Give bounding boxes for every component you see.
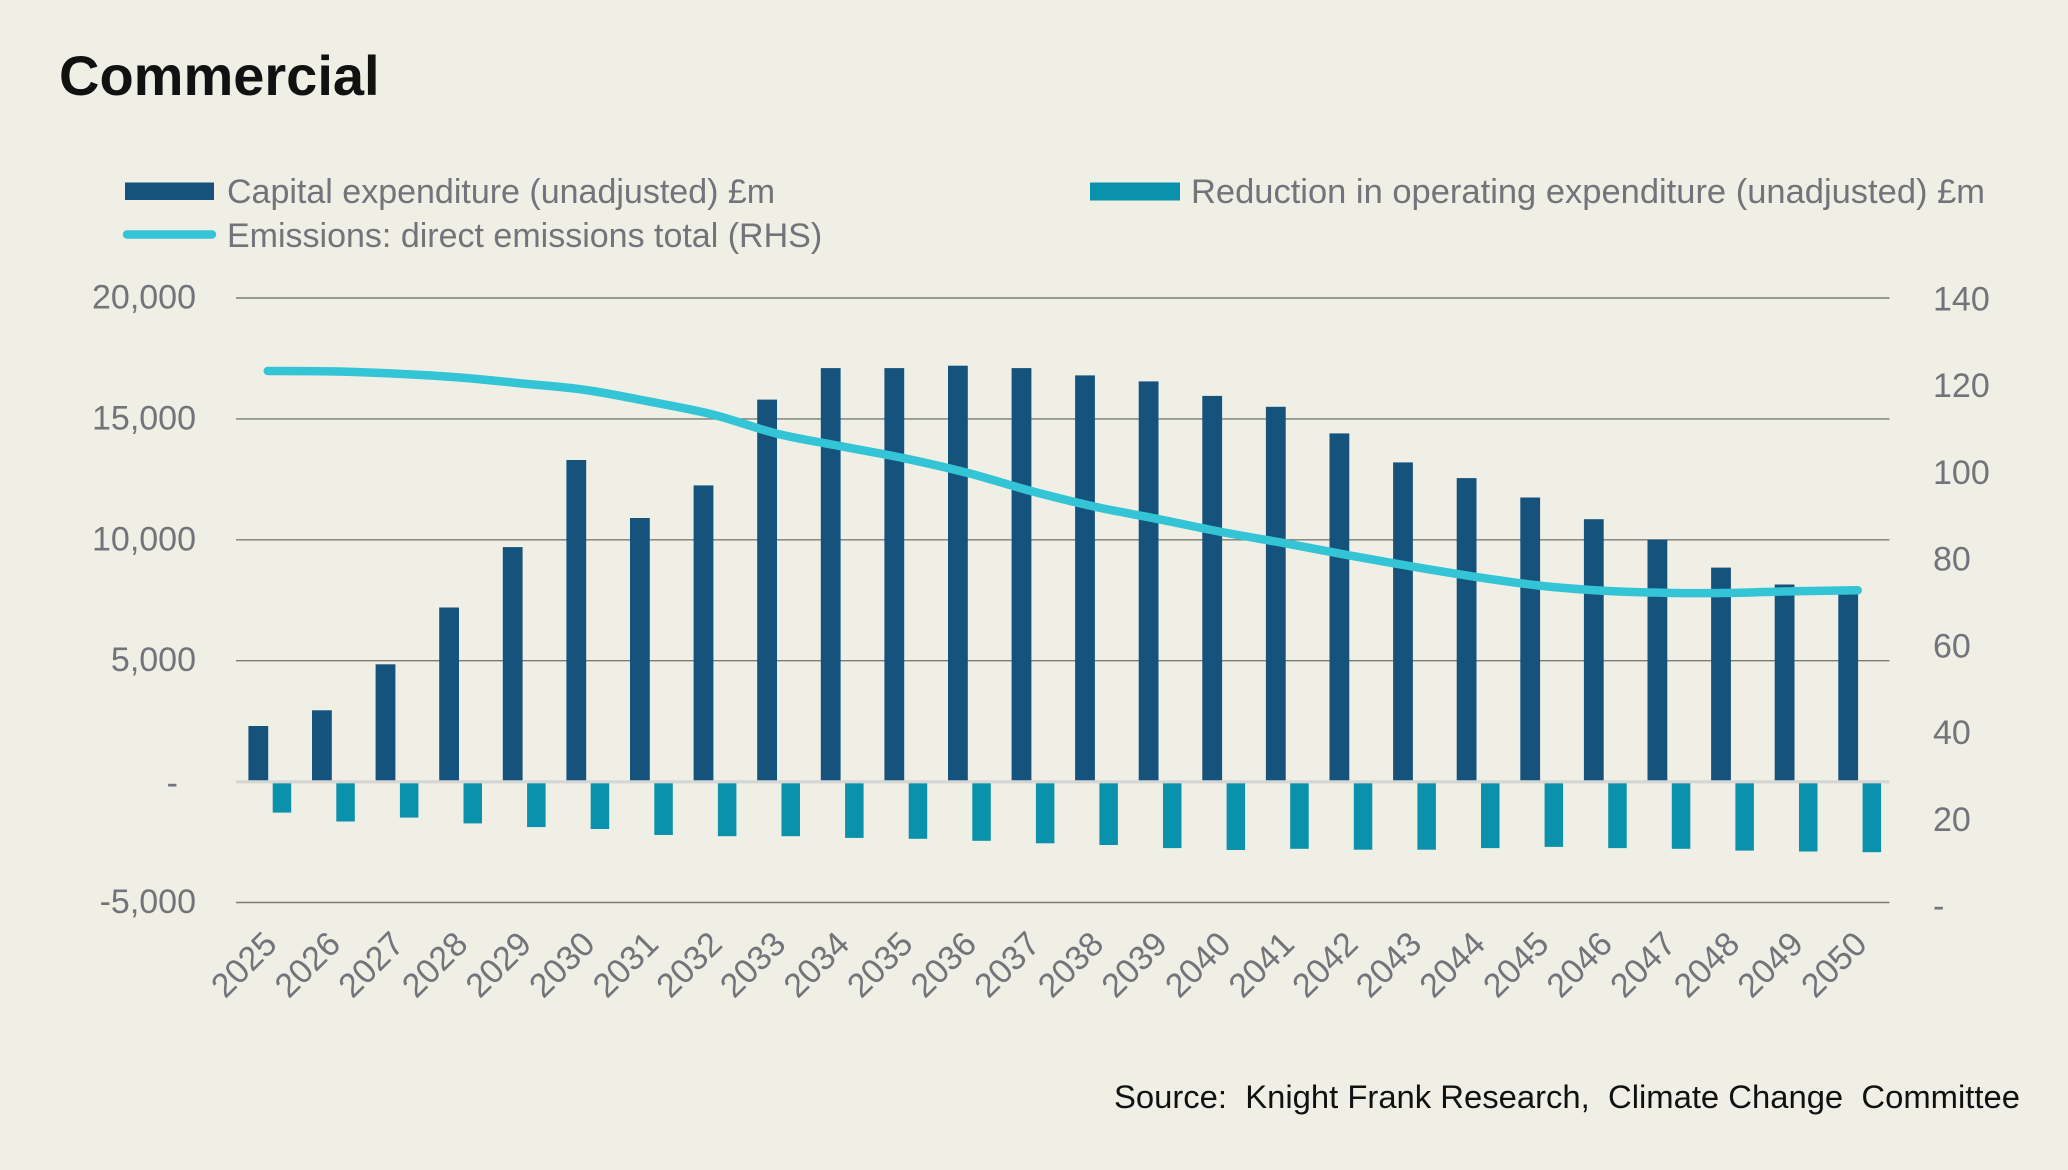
svg-text:Reduction in operating expendi: Reduction in operating expenditure (unad… (1191, 173, 1985, 211)
svg-text:5,000: 5,000 (111, 641, 196, 679)
svg-text:Source: Knight Frank Research: Source: Knight Frank Research, Climate C… (1114, 1078, 2020, 1115)
svg-text:-5,000: -5,000 (100, 883, 196, 921)
svg-text:-: - (1933, 888, 1944, 926)
svg-text:Commercial: Commercial (59, 44, 380, 107)
svg-text:120: 120 (1933, 367, 1990, 405)
svg-text:100: 100 (1933, 454, 1990, 492)
svg-text:140: 140 (1933, 280, 1990, 318)
svg-text:60: 60 (1933, 627, 1971, 665)
svg-text:80: 80 (1933, 541, 1971, 579)
svg-text:10,000: 10,000 (92, 520, 196, 558)
svg-text:-: - (167, 764, 178, 802)
svg-text:Emissions: direct emissions to: Emissions: direct emissions total (RHS) (227, 217, 822, 255)
svg-text:40: 40 (1933, 714, 1971, 752)
svg-text:Capital expenditure (unadjuste: Capital expenditure (unadjusted) £m (227, 173, 775, 211)
svg-text:15,000: 15,000 (92, 399, 196, 437)
svg-text:20: 20 (1933, 801, 1971, 839)
svg-text:20,000: 20,000 (92, 279, 196, 317)
